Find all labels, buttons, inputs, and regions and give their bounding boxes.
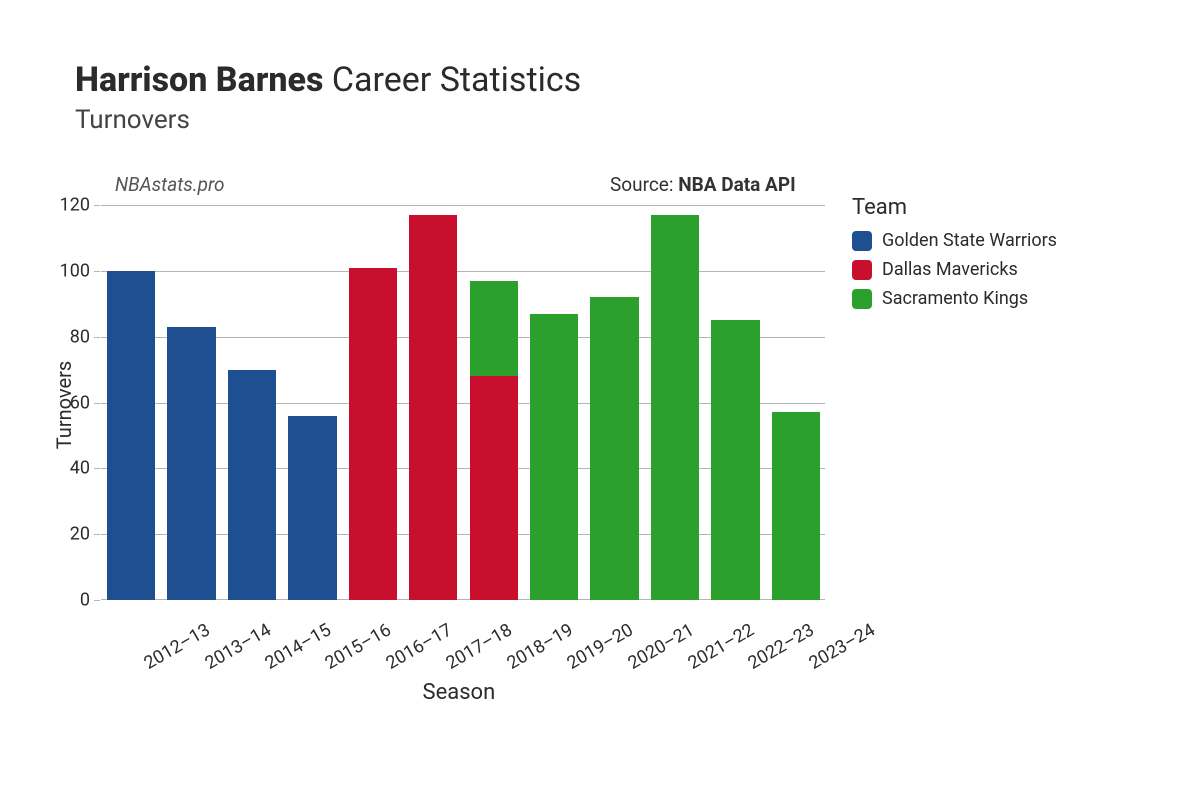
source-name: NBA Data API <box>678 173 795 196</box>
y-tick-mark <box>94 271 100 272</box>
legend-item: Sacramento Kings <box>852 288 1057 309</box>
y-tick-label: 120 <box>56 195 90 216</box>
chart-container: Harrison Barnes Career Statistics Turnov… <box>0 0 1200 800</box>
bar-segment <box>288 416 336 600</box>
bar-segment <box>349 268 397 600</box>
bar-group <box>107 205 155 600</box>
bar-segment <box>651 215 699 600</box>
y-tick-label: 40 <box>56 458 90 479</box>
bar-group <box>530 205 578 600</box>
x-tick-label: 2018–19 <box>503 619 576 673</box>
legend-items: Golden State Warriors Dallas Mavericks Sac… <box>852 230 1057 309</box>
x-tick-label: 2016–17 <box>382 619 455 673</box>
bar-group <box>167 205 215 600</box>
bar-segment <box>530 314 578 600</box>
legend-label: Golden State Warriors <box>882 230 1057 251</box>
x-tick-label: 2012–13 <box>141 619 214 673</box>
y-tick-mark <box>94 205 100 206</box>
y-tick-mark <box>94 600 100 601</box>
legend-item: Dallas Mavericks <box>852 259 1057 280</box>
legend-item: Golden State Warriors <box>852 230 1057 251</box>
x-axis-title: Season <box>423 680 496 705</box>
bar-group <box>711 205 759 600</box>
title-suffix: Career Statistics <box>332 60 581 100</box>
x-tick-label: 2015–16 <box>322 619 395 673</box>
y-tick-mark <box>94 534 100 535</box>
x-tick-label: 2013–14 <box>201 619 274 673</box>
bar-segment <box>167 327 215 600</box>
source-attribution: Source: NBA Data API <box>610 173 796 196</box>
bar-group <box>772 205 820 600</box>
bar-group <box>409 205 457 600</box>
bar-group <box>590 205 638 600</box>
bar-segment <box>772 412 820 600</box>
bar-segment <box>107 271 155 600</box>
y-tick-label: 0 <box>56 590 90 611</box>
legend-swatch <box>852 260 872 280</box>
title-block: Harrison Barnes Career Statistics Turnov… <box>75 60 581 135</box>
player-name: Harrison Barnes <box>75 60 323 100</box>
legend-swatch <box>852 289 872 309</box>
chart-subtitle: Turnovers <box>75 105 581 135</box>
bar-segment <box>470 376 518 600</box>
legend-swatch <box>852 231 872 251</box>
y-tick-label: 60 <box>56 392 90 413</box>
chart-title: Harrison Barnes Career Statistics <box>75 60 581 101</box>
bar-segment <box>590 297 638 600</box>
bar-group <box>349 205 397 600</box>
x-tick-label: 2021–22 <box>684 619 757 673</box>
plot-area <box>100 205 825 600</box>
bar-segment <box>470 281 518 376</box>
watermark-site: NBAstats.pro <box>115 173 225 196</box>
x-tick-label: 2014–15 <box>261 619 334 673</box>
bar-group <box>470 205 518 600</box>
x-tick-label: 2017–18 <box>443 619 516 673</box>
y-tick-mark <box>94 468 100 469</box>
bar-segment <box>409 215 457 600</box>
x-tick-label: 2020–21 <box>624 619 697 673</box>
bar-group <box>288 205 336 600</box>
y-tick-label: 100 <box>56 260 90 281</box>
y-tick-mark <box>94 337 100 338</box>
y-tick-label: 20 <box>56 524 90 545</box>
y-tick-mark <box>94 403 100 404</box>
legend-label: Dallas Mavericks <box>882 259 1018 280</box>
bar-group <box>651 205 699 600</box>
source-label: Source: <box>610 173 678 196</box>
legend-title: Team <box>852 195 1057 220</box>
x-tick-label: 2023–24 <box>805 619 878 673</box>
x-tick-label: 2019–20 <box>564 619 637 673</box>
x-tick-label: 2022–23 <box>745 619 818 673</box>
legend-label: Sacramento Kings <box>882 288 1028 309</box>
bar-group <box>228 205 276 600</box>
bar-segment <box>228 370 276 600</box>
y-tick-label: 80 <box>56 326 90 347</box>
legend: Team Golden State Warriors Dallas Maveric… <box>852 195 1057 317</box>
bar-segment <box>711 320 759 600</box>
